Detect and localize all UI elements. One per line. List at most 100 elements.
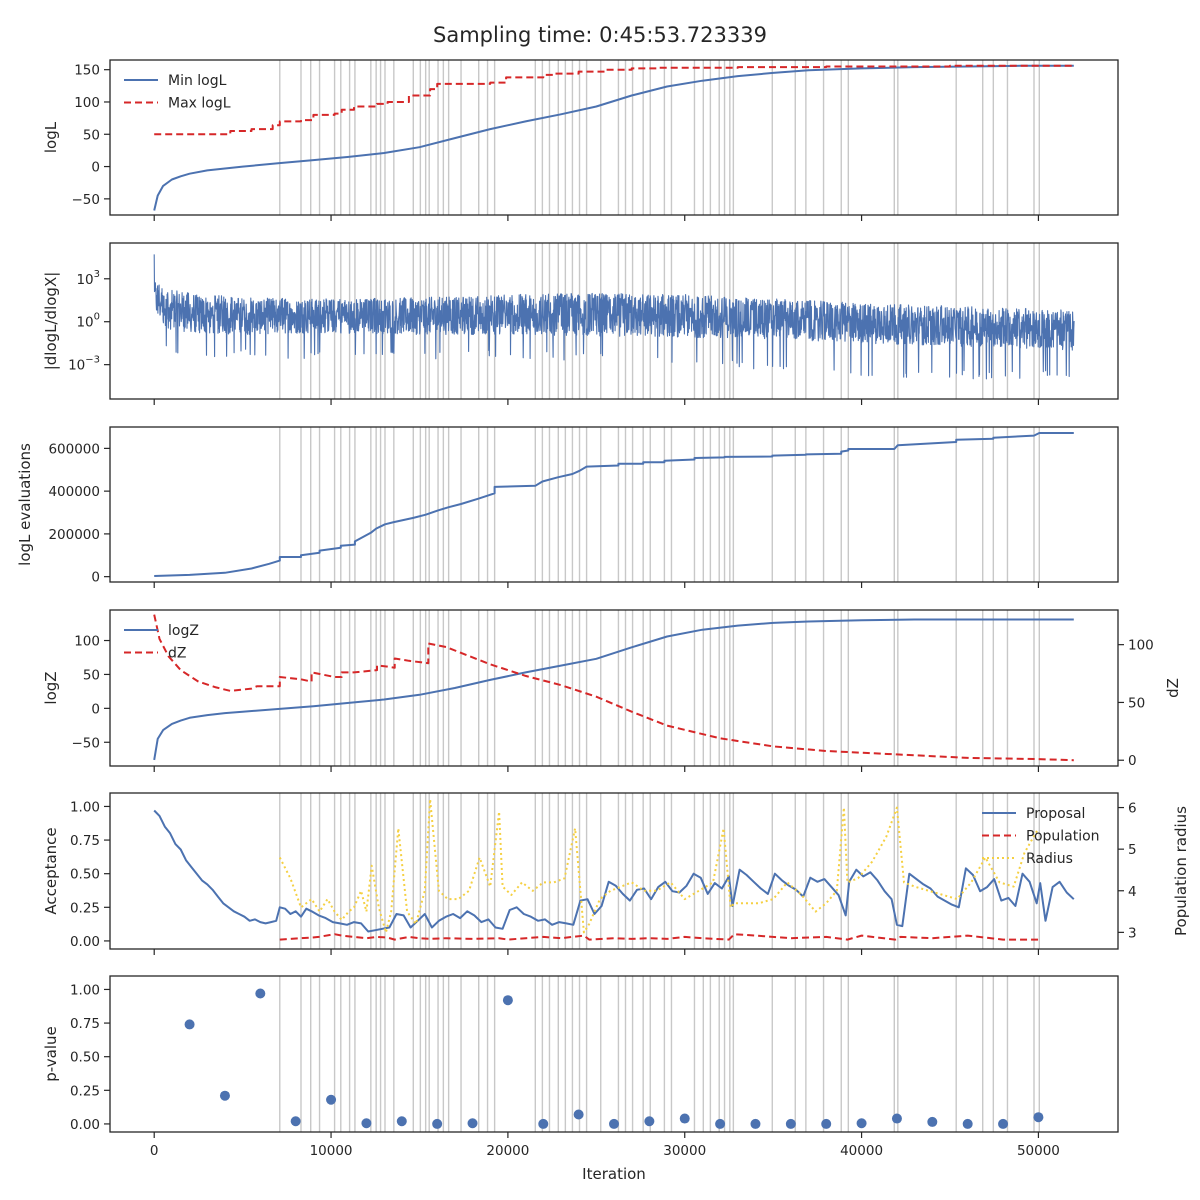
y-tick-exponent: 3 bbox=[94, 269, 100, 280]
scatter-point bbox=[290, 1116, 301, 1127]
right-y-tick-label: 100 bbox=[1128, 638, 1154, 654]
scatter-point bbox=[821, 1118, 832, 1129]
y-tick-label: 400000 bbox=[48, 484, 100, 500]
panel-pvalue: 0 10000 20000 30000 40000 50000 0.00 0.25 0.50 0.… bbox=[42, 975, 1119, 1159]
scatter-point bbox=[1033, 1112, 1044, 1123]
y-axis-label-logZ: logZ bbox=[42, 671, 60, 704]
y-tick-label: 100 bbox=[76, 312, 100, 331]
x-tick-label: 0 bbox=[150, 1143, 159, 1159]
y-axis-label-evals: logL evaluations bbox=[16, 443, 34, 566]
legend-logZ: logZ dZ bbox=[124, 623, 199, 662]
series-group-evals bbox=[154, 432, 1074, 577]
y-tick-label: 200000 bbox=[48, 527, 100, 543]
series-group-pvalue bbox=[184, 988, 1044, 1129]
scatter-point bbox=[396, 1116, 407, 1127]
y-tick-label: −50 bbox=[72, 735, 101, 751]
series-line-radius bbox=[278, 798, 1040, 934]
y-tick-label: 0.00 bbox=[70, 1117, 100, 1133]
axes-frame-logZ bbox=[109, 609, 1119, 767]
scatter-point bbox=[573, 1109, 584, 1120]
y-tick-label: 100 bbox=[74, 95, 100, 111]
right-y-tick-label: 0 bbox=[1128, 753, 1137, 769]
right-y-tick-label: 3 bbox=[1128, 925, 1137, 941]
y-tick-label: 0.00 bbox=[70, 934, 100, 950]
legend-label: logZ bbox=[168, 623, 199, 639]
y-axis-label-logL: logL bbox=[42, 121, 60, 153]
y-tick-label: 0 bbox=[91, 701, 100, 717]
y-tick-label: 0.75 bbox=[70, 1016, 100, 1032]
axes-frame-acceptance bbox=[109, 792, 1119, 950]
series-group-acceptance bbox=[153, 798, 1075, 941]
right-y-tick-label: 50 bbox=[1128, 695, 1145, 711]
legend-label: dZ bbox=[168, 646, 186, 662]
y-tick-label: −50 bbox=[72, 192, 101, 208]
y-tick-label: 0.75 bbox=[70, 833, 100, 849]
scatter-point bbox=[785, 1118, 796, 1129]
x-axis-label: Iteration bbox=[582, 1165, 646, 1183]
right-axis-label-acceptance: Population radius bbox=[1172, 806, 1190, 936]
y-tick-label: 100 bbox=[74, 634, 100, 650]
y-tick-label: 600000 bbox=[48, 441, 100, 457]
y-axis-label-pvalue: p-value bbox=[42, 1026, 60, 1082]
scatter-point bbox=[502, 995, 513, 1006]
scatter-point bbox=[715, 1118, 726, 1129]
vertical-lines-evals bbox=[279, 427, 1041, 582]
y-tick-exponent: −3 bbox=[85, 355, 100, 366]
scatter-point bbox=[326, 1094, 337, 1105]
series-line-dlogl bbox=[153, 254, 1075, 380]
scatter-point bbox=[184, 1019, 195, 1030]
vertical-lines-logZ bbox=[279, 610, 1041, 766]
scatter-point bbox=[609, 1118, 619, 1129]
series-line-population bbox=[279, 933, 1039, 941]
panel-logL: −50 0 50 100 150 logL Min logL Max logL bbox=[42, 59, 1119, 221]
panel-acceptance: 0.00 0.25 0.50 0.75 1.00 Acceptance 3 4 5 6 Popula… bbox=[42, 792, 1190, 955]
right-y-tick-label: 4 bbox=[1128, 884, 1137, 900]
legend-label: Proposal bbox=[1026, 806, 1085, 822]
legend-logL: Min logL Max logL bbox=[124, 73, 231, 112]
panel-evals: 0 200000 400000 600000 logL evaluations bbox=[16, 426, 1119, 588]
legend-label: Min logL bbox=[168, 73, 227, 89]
y-tick-label: 0 bbox=[91, 160, 100, 176]
scatter-point bbox=[538, 1118, 549, 1129]
y-tick-label: 0.50 bbox=[70, 867, 100, 883]
y-tick-label: 10−3 bbox=[68, 355, 100, 374]
series-group-logZ bbox=[153, 614, 1074, 762]
y-tick-label: 0.25 bbox=[70, 1083, 100, 1099]
series-group-logL bbox=[153, 64, 1074, 211]
y-tick-label: 0.50 bbox=[70, 1050, 100, 1066]
y-tick-label: 1.00 bbox=[70, 982, 100, 998]
series-line-dz bbox=[153, 614, 1074, 762]
scatter-point bbox=[361, 1118, 372, 1129]
scatter-point bbox=[679, 1113, 690, 1124]
scatter-point bbox=[962, 1118, 973, 1129]
y-tick-label: 50 bbox=[83, 127, 100, 143]
x-tick-label: 40000 bbox=[840, 1143, 883, 1159]
vertical-lines-pvalue bbox=[279, 976, 1041, 1132]
scatter-point bbox=[644, 1116, 655, 1127]
y-tick-label: 50 bbox=[83, 667, 100, 683]
x-tick-label: 30000 bbox=[663, 1143, 706, 1159]
series-line-proposal bbox=[153, 809, 1075, 933]
x-tick-label: 10000 bbox=[310, 1143, 353, 1159]
legend-label: Radius bbox=[1026, 851, 1073, 867]
scatter-point bbox=[219, 1090, 230, 1101]
x-tick-label: 20000 bbox=[486, 1143, 529, 1159]
y-tick-base: 10 bbox=[68, 358, 85, 374]
panel-logZ: −50 0 50 100 logZ 0 50 100 dZ logZ dZ bbox=[42, 609, 1182, 772]
scatter-point bbox=[255, 988, 266, 999]
right-y-tick-label: 5 bbox=[1128, 842, 1137, 858]
y-tick-label: 103 bbox=[76, 269, 100, 288]
series-line-logl-evaluations bbox=[154, 432, 1074, 577]
y-tick-label: 150 bbox=[74, 63, 100, 79]
chart-title: Sampling time: 0:45:53.723339 bbox=[433, 23, 767, 47]
y-tick-label: 0.25 bbox=[70, 900, 100, 916]
y-axis-label-acceptance: Acceptance bbox=[42, 827, 60, 914]
scatter-point bbox=[432, 1118, 443, 1129]
scatter-point bbox=[750, 1118, 761, 1129]
x-tick-label: 50000 bbox=[1017, 1143, 1060, 1159]
legend-label: Max logL bbox=[168, 96, 231, 112]
series-line-logz bbox=[153, 618, 1074, 761]
y-tick-base: 10 bbox=[76, 315, 93, 331]
